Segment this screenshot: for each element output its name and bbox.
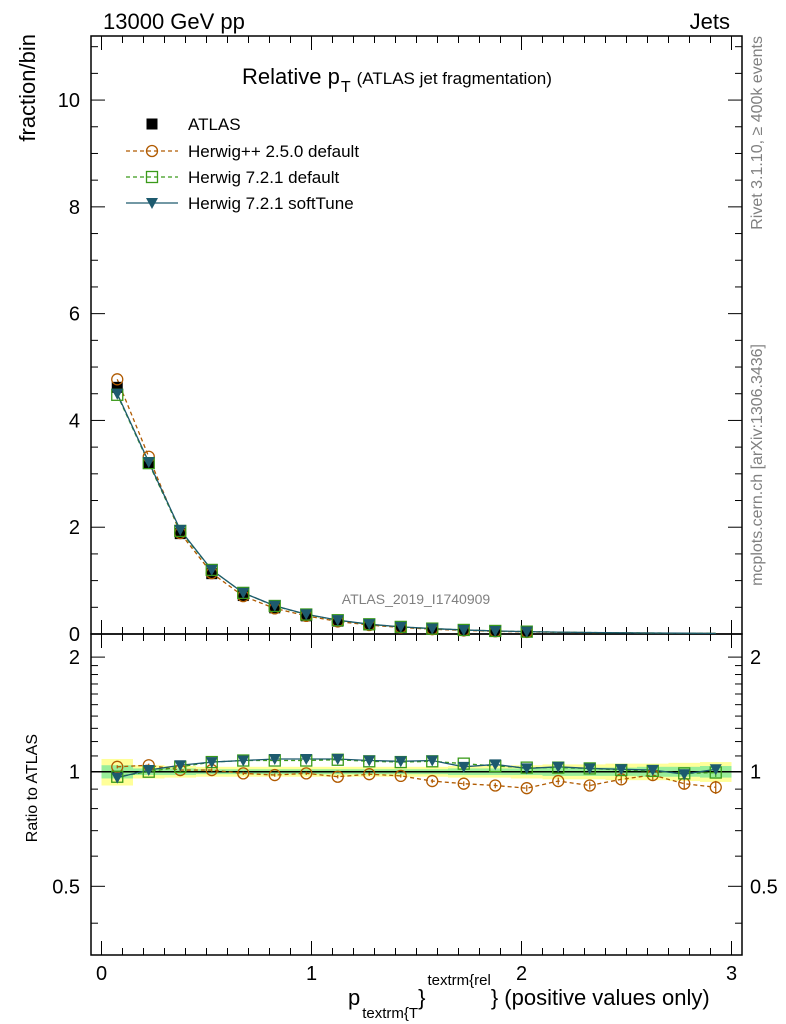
ratio-point-s1-12 xyxy=(489,779,502,792)
ratio-tick-label-right-2: 2 xyxy=(750,647,761,669)
title-rest: (ATLAS jet fragmentation) xyxy=(357,69,552,88)
legend-label-3: Herwig 7.2.1 softTune xyxy=(188,194,354,213)
ratio-point-s1-4 xyxy=(237,767,250,780)
ratio-point-s1-0 xyxy=(111,760,124,773)
ratio-series xyxy=(111,753,722,795)
y-tick-label-2: 4 xyxy=(69,410,80,432)
header-left: 13000 GeV pp xyxy=(103,9,245,34)
xlabel-brace: } xyxy=(418,985,425,1010)
legend-label-0: ATLAS xyxy=(188,115,241,134)
ratio-point-s3-19 xyxy=(709,764,722,776)
ratio-point-s1-15 xyxy=(583,779,596,792)
ratio-point-s3-9 xyxy=(394,756,407,768)
ratio-point-s3-7 xyxy=(331,753,344,765)
ratio-point-s3-8 xyxy=(363,755,376,767)
ratio-plot-frame xyxy=(90,633,743,956)
ratio-point-s3-5 xyxy=(268,753,281,765)
rivet-label: Rivet 3.1.10, ≥ 400k events xyxy=(749,36,766,230)
main-point-s3-8 xyxy=(363,619,376,631)
main-point-s3-10 xyxy=(426,623,439,635)
header-right: Jets xyxy=(690,9,730,34)
ratio-point-s3-18 xyxy=(678,769,691,781)
main-point-s3-12 xyxy=(489,625,502,637)
legend-label-1: Herwig++ 2.5.0 default xyxy=(188,142,359,161)
main-point-s3-1 xyxy=(142,457,155,469)
title-sub: T xyxy=(341,79,351,96)
ratio-point-s3-10 xyxy=(426,755,439,767)
ratio-point-s3-4 xyxy=(237,755,250,767)
ratio-point-s3-17 xyxy=(646,765,659,777)
main-point-s0-0 xyxy=(111,381,123,393)
ratio-point-s1-10 xyxy=(426,774,439,788)
y-tick-label-4: 8 xyxy=(69,197,80,219)
x-tick-label-2: 2 xyxy=(516,963,527,985)
mcplots-label: mcplots.cern.ch [arXiv:1306.3436] xyxy=(749,344,766,586)
ratio-point-s3-13 xyxy=(520,763,533,775)
ratio-point-s1-6 xyxy=(300,767,313,780)
ratio-tick-label-right-1: 1 xyxy=(750,762,761,784)
ratio-point-s3-1 xyxy=(142,765,155,777)
xlabel-sub: textrm{T xyxy=(362,1005,418,1022)
ratio-point-s1-8 xyxy=(363,768,376,781)
analysis-id: ATLAS_2019_I1740909 xyxy=(342,591,491,607)
ratio-y-axis-label: Ratio to ATLAS xyxy=(24,734,41,842)
main-point-s1-0 xyxy=(111,373,124,386)
xlabel-rest: } (positive values only) xyxy=(491,985,710,1010)
x-tick-label-1: 1 xyxy=(306,963,317,985)
ratio-uncertainty-bands xyxy=(91,758,742,786)
xlabel-sup: textrm{rel xyxy=(427,972,490,989)
main-point-s3-7 xyxy=(331,615,344,627)
ratio-point-s3-14 xyxy=(552,761,565,773)
x-tick-label-3: 3 xyxy=(726,963,737,985)
main-point-s3-2 xyxy=(174,524,187,536)
y-tick-label-0: 0 xyxy=(69,624,80,646)
y-tick-label-1: 2 xyxy=(69,517,80,539)
main-point-s3-9 xyxy=(394,621,407,633)
ratio-point-s3-11 xyxy=(457,761,470,773)
legend-marker-0 xyxy=(146,118,158,130)
main-point-s3-4 xyxy=(237,587,250,599)
ratio-point-s1-5 xyxy=(268,768,281,782)
ratio-point-s3-6 xyxy=(300,753,313,765)
legend-label-2: Herwig 7.2.1 default xyxy=(188,168,339,187)
main-point-s3-11 xyxy=(457,624,470,636)
x-tick-label-0: 0 xyxy=(96,963,107,985)
legend: ATLAS Herwig++ 2.5.0 default Herwig 7.2.1 … xyxy=(126,115,359,213)
x-axis-label: ptextrm{T}textrm{rel} (positive values o… xyxy=(348,972,710,1022)
legend-marker-2 xyxy=(145,170,159,184)
main-point-s3-3 xyxy=(205,564,218,576)
legend-marker-1 xyxy=(145,144,159,158)
main-point-s3-5 xyxy=(268,600,281,612)
ratio-point-s1-7 xyxy=(331,770,344,783)
ratio-point-s3-12 xyxy=(489,759,502,771)
main-series xyxy=(111,373,716,639)
ratio-point-s3-0 xyxy=(111,772,124,784)
ratio-point-s1-9 xyxy=(394,769,407,783)
y-tick-label-5: 10 xyxy=(58,90,80,112)
ratio-point-s3-15 xyxy=(583,763,596,775)
ratio-point-s1-14 xyxy=(552,774,565,788)
xlabel-main: p xyxy=(348,985,360,1010)
main-point-s3-13 xyxy=(520,626,533,638)
ratio-point-s3-16 xyxy=(615,764,628,776)
ratio-tick-label-0: 0.5 xyxy=(52,876,80,898)
ratio-point-s3-3 xyxy=(205,757,218,769)
ratio-point-s1-19 xyxy=(709,781,722,794)
ratio-point-s3-2 xyxy=(174,760,187,772)
y-axis-label: fraction/bin xyxy=(15,34,40,142)
legend-marker-3 xyxy=(146,198,158,209)
title-main: Relative p xyxy=(242,64,340,89)
ratio-point-s1-13 xyxy=(520,782,533,795)
ratio-tick-label-right-0: 0.5 xyxy=(750,876,778,898)
chart-title: Relative pT (ATLAS jet fragmentation) xyxy=(242,64,552,96)
y-tick-label-3: 6 xyxy=(69,304,80,326)
ratio-tick-label-1: 1 xyxy=(69,762,80,784)
ratio-point-s1-11 xyxy=(457,777,470,790)
ratio-tick-label-2: 2 xyxy=(69,647,80,669)
main-point-s3-6 xyxy=(300,609,313,621)
main-point-s3-0 xyxy=(111,388,124,400)
